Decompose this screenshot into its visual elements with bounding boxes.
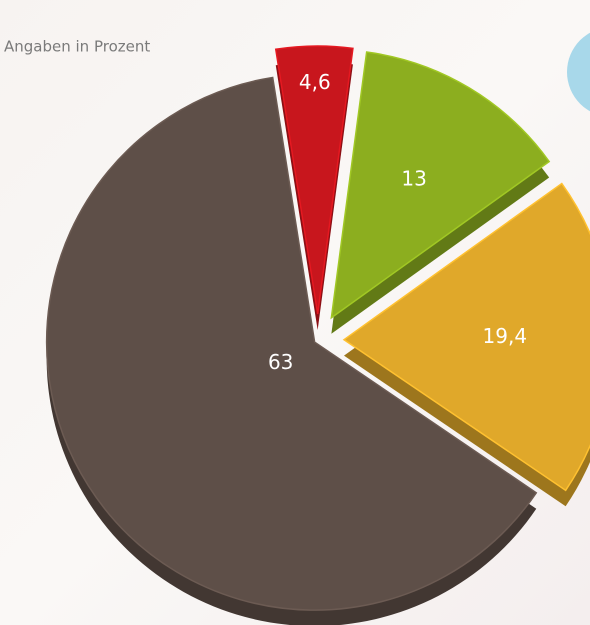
value-label: 19,4 [483, 324, 528, 348]
slice [45, 76, 538, 611]
value-label: 4,6 [299, 70, 331, 94]
pie: 4,6 13 19,4 63 [45, 45, 590, 625]
slice [274, 45, 354, 315]
slice [330, 51, 551, 320]
subtitle: Angaben in Prozent [4, 38, 150, 56]
value-label: 13 [401, 166, 426, 190]
value-label: 63 [268, 350, 293, 374]
slice [342, 182, 590, 492]
decoration-circle [567, 32, 590, 112]
